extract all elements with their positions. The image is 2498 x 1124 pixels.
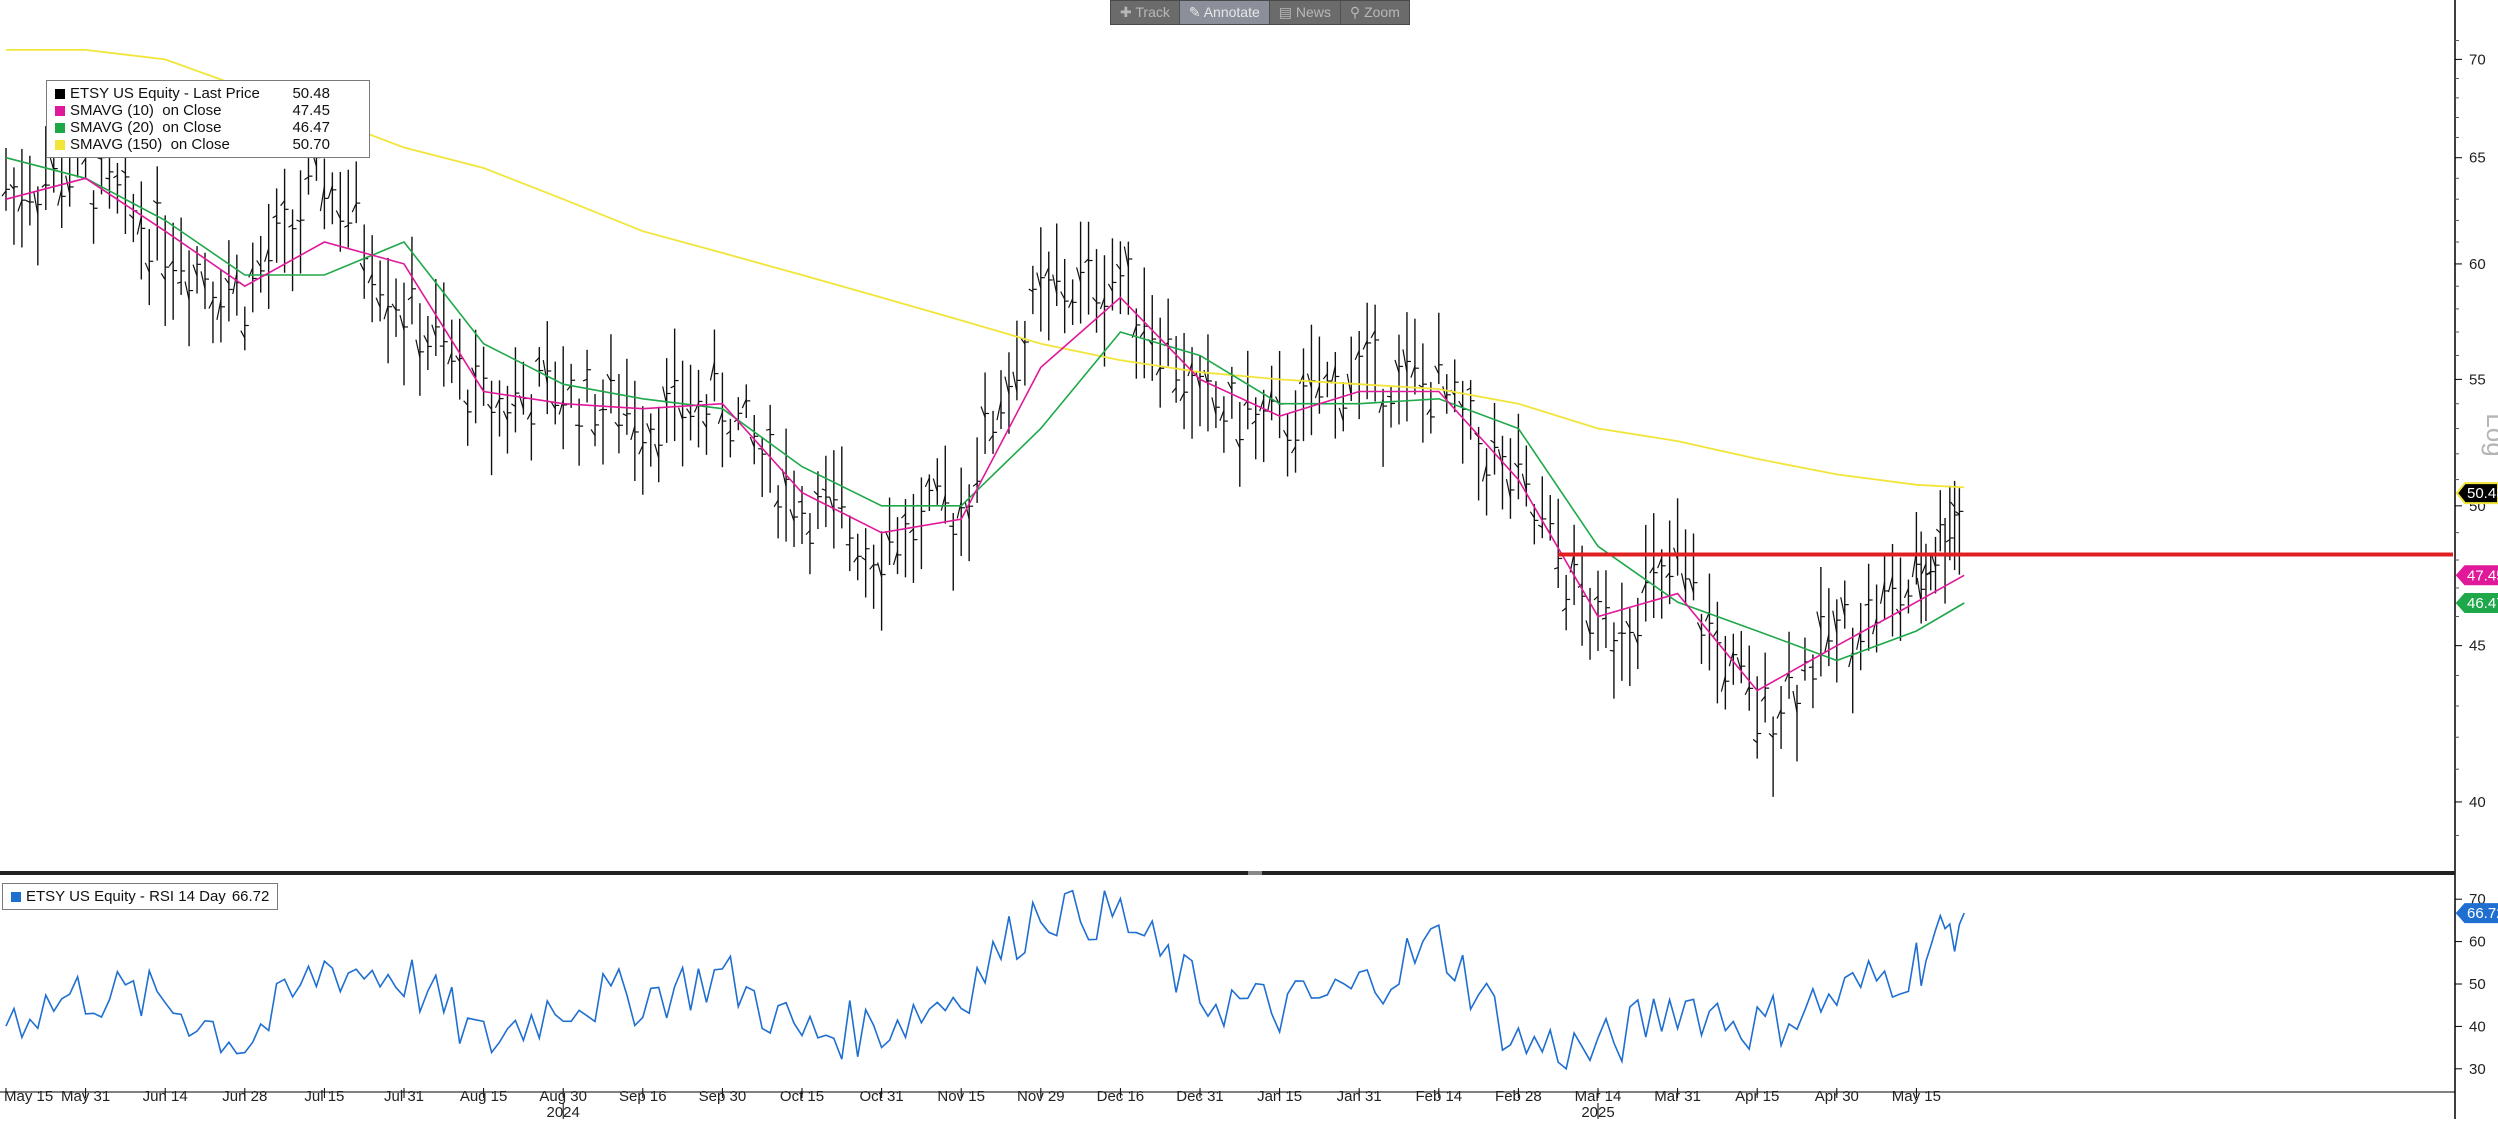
x-tick-label: Sep 16 bbox=[619, 1088, 667, 1105]
x-tick-label: Feb 14 bbox=[1415, 1088, 1462, 1105]
last-price-tag: 50.48 bbox=[2457, 483, 2498, 503]
crosshair-icon: ✚ bbox=[1120, 4, 1132, 20]
rsi-y-tick-label: 40 bbox=[2469, 1018, 2486, 1035]
legend-row-sma20: SMAVG (20) on Close 46.47 bbox=[55, 119, 361, 136]
sma10-tag-text: 47.45 bbox=[2467, 567, 2498, 584]
zoom-button[interactable]: ⚲ Zoom bbox=[1341, 1, 1409, 24]
rsi-tag-text: 66.72 bbox=[2467, 905, 2498, 922]
x-tick-label: Oct 15 bbox=[780, 1088, 824, 1105]
legend-swatch bbox=[55, 123, 65, 133]
price-y-tick-label: 55 bbox=[2469, 371, 2486, 388]
x-tick-label: May 15 bbox=[1892, 1088, 1941, 1105]
legend-row-sma150: SMAVG (150) on Close 50.70 bbox=[55, 136, 361, 153]
rsi-y-tick-label: 60 bbox=[2469, 934, 2486, 951]
legend-swatch bbox=[55, 140, 65, 150]
price-y-tick-label: 60 bbox=[2469, 256, 2486, 273]
x-tick-label: Dec 16 bbox=[1097, 1088, 1145, 1105]
news-icon: ▤ bbox=[1279, 4, 1292, 20]
x-tick-label: Nov 15 bbox=[937, 1088, 985, 1105]
pencil-icon: ✎ bbox=[1189, 4, 1201, 20]
x-tick-label: Oct 31 bbox=[860, 1088, 904, 1105]
annotate-button[interactable]: ✎ Annotate bbox=[1180, 1, 1270, 24]
x-tick-label: Apr 30 bbox=[1815, 1088, 1859, 1105]
x-tick-label: Apr 15 bbox=[1735, 1088, 1779, 1105]
year-label: 2024 bbox=[547, 1104, 580, 1119]
legend-swatch bbox=[55, 106, 65, 116]
log-scale-label: Log bbox=[2481, 413, 2498, 456]
price-legend[interactable]: ETSY US Equity - Last Price 50.48 SMAVG … bbox=[46, 80, 370, 158]
price-y-tick-label: 40 bbox=[2469, 794, 2486, 811]
x-tick-label: May 31 bbox=[61, 1088, 110, 1105]
year-label: 2025 bbox=[1581, 1104, 1614, 1119]
magnifier-icon: ⚲ bbox=[1350, 4, 1360, 20]
x-tick-label: Sep 30 bbox=[699, 1088, 747, 1105]
chart-toolbar: ✚ Track ✎ Annotate ▤ News ⚲ Zoom bbox=[1110, 0, 1410, 25]
legend-swatch bbox=[11, 892, 21, 902]
x-tick-label: Feb 28 bbox=[1495, 1088, 1542, 1105]
x-tick-label: Jan 15 bbox=[1257, 1088, 1302, 1105]
last-price-tag-text: 50.48 bbox=[2467, 485, 2498, 502]
sma10-tag: 47.45 bbox=[2457, 566, 2498, 584]
legend-row-last-price: ETSY US Equity - Last Price 50.48 bbox=[55, 85, 361, 102]
rsi-y-tick-label: 30 bbox=[2469, 1061, 2486, 1078]
x-tick-label: Aug 30 bbox=[539, 1088, 587, 1105]
legend-row-sma10: SMAVG (10) on Close 47.45 bbox=[55, 102, 361, 119]
x-tick-label: Mar 31 bbox=[1654, 1088, 1701, 1105]
track-button[interactable]: ✚ Track bbox=[1111, 1, 1180, 24]
rsi-legend[interactable]: ETSY US Equity - RSI 14 Day 66.72 bbox=[2, 883, 278, 910]
x-tick-label: Jun 28 bbox=[222, 1088, 267, 1105]
x-tick-label: Nov 29 bbox=[1017, 1088, 1065, 1105]
x-tick-label: Jan 31 bbox=[1337, 1088, 1382, 1105]
x-tick-label: Aug 15 bbox=[460, 1088, 508, 1105]
legend-row-rsi: ETSY US Equity - RSI 14 Day 66.72 bbox=[11, 888, 269, 905]
x-tick-label: Jul 31 bbox=[384, 1088, 424, 1105]
panel-resize-handle bbox=[1248, 871, 1262, 875]
news-button[interactable]: ▤ News bbox=[1270, 1, 1341, 24]
legend-swatch bbox=[55, 89, 65, 99]
x-tick-label: Jun 14 bbox=[143, 1088, 188, 1105]
x-tick-label: Mar 14 bbox=[1575, 1088, 1622, 1105]
rsi-y-tick-label: 50 bbox=[2469, 976, 2486, 993]
price-y-tick-label: 70 bbox=[2469, 51, 2486, 68]
sma20-tag: 46.47 bbox=[2457, 594, 2498, 612]
rsi-tag: 66.72 bbox=[2457, 904, 2498, 922]
sma20-tag-text: 46.47 bbox=[2467, 595, 2498, 612]
x-tick-label: Dec 31 bbox=[1176, 1088, 1224, 1105]
price-y-tick-label: 65 bbox=[2469, 150, 2486, 167]
x-tick-label: May 15 bbox=[4, 1088, 53, 1105]
price-y-tick-label: 45 bbox=[2469, 638, 2486, 655]
x-tick-label: Jul 15 bbox=[304, 1088, 344, 1105]
